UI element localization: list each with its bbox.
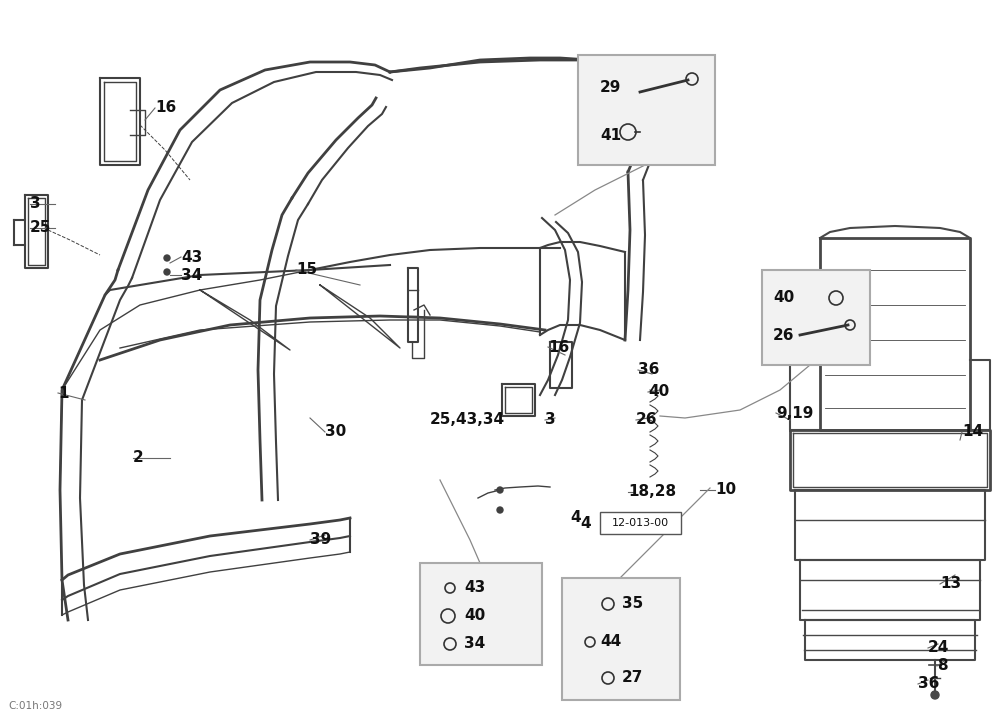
Text: 1: 1 [58, 385, 68, 400]
Text: 15: 15 [296, 263, 317, 278]
Text: C:01h:039: C:01h:039 [8, 701, 62, 711]
Text: 26: 26 [773, 327, 794, 342]
Text: 36: 36 [638, 362, 659, 377]
Text: 10: 10 [715, 483, 736, 498]
Text: 36: 36 [918, 677, 939, 692]
Text: 30: 30 [325, 425, 346, 440]
Text: 34: 34 [181, 268, 202, 283]
Text: 8: 8 [937, 659, 948, 674]
Text: 27: 27 [622, 670, 643, 685]
Circle shape [164, 269, 170, 275]
Text: 16: 16 [548, 339, 569, 354]
FancyBboxPatch shape [562, 578, 680, 700]
Text: 25: 25 [30, 221, 51, 236]
FancyBboxPatch shape [578, 55, 715, 165]
Text: 44: 44 [600, 634, 621, 649]
Text: 41: 41 [600, 128, 621, 143]
Circle shape [931, 691, 939, 699]
Text: 40: 40 [464, 609, 485, 624]
Text: 14: 14 [962, 425, 983, 440]
Circle shape [497, 487, 503, 493]
Text: 18,28: 18,28 [628, 485, 676, 500]
FancyBboxPatch shape [420, 563, 542, 665]
FancyBboxPatch shape [762, 270, 870, 365]
Text: 40: 40 [648, 384, 669, 400]
Text: 25,43,34: 25,43,34 [430, 412, 505, 427]
Text: 12-013-00: 12-013-00 [612, 518, 669, 528]
Text: 40: 40 [773, 291, 794, 306]
Text: 24: 24 [928, 641, 949, 656]
FancyBboxPatch shape [600, 512, 681, 534]
Circle shape [164, 255, 170, 261]
Text: 3: 3 [545, 412, 556, 427]
Text: 4: 4 [580, 516, 591, 531]
Text: 13: 13 [940, 576, 961, 591]
Text: 43: 43 [181, 249, 202, 264]
Text: 9,19: 9,19 [776, 405, 813, 420]
Text: 29: 29 [600, 80, 621, 95]
Text: 35: 35 [622, 596, 643, 611]
Text: 2: 2 [133, 450, 144, 465]
Text: 39: 39 [310, 533, 331, 548]
Text: 26: 26 [636, 412, 658, 427]
Circle shape [497, 507, 503, 513]
Text: 16: 16 [155, 100, 176, 115]
Text: 43: 43 [464, 581, 485, 596]
Text: 34: 34 [464, 637, 485, 652]
Text: 3: 3 [30, 196, 41, 211]
Text: 4: 4 [570, 510, 581, 525]
